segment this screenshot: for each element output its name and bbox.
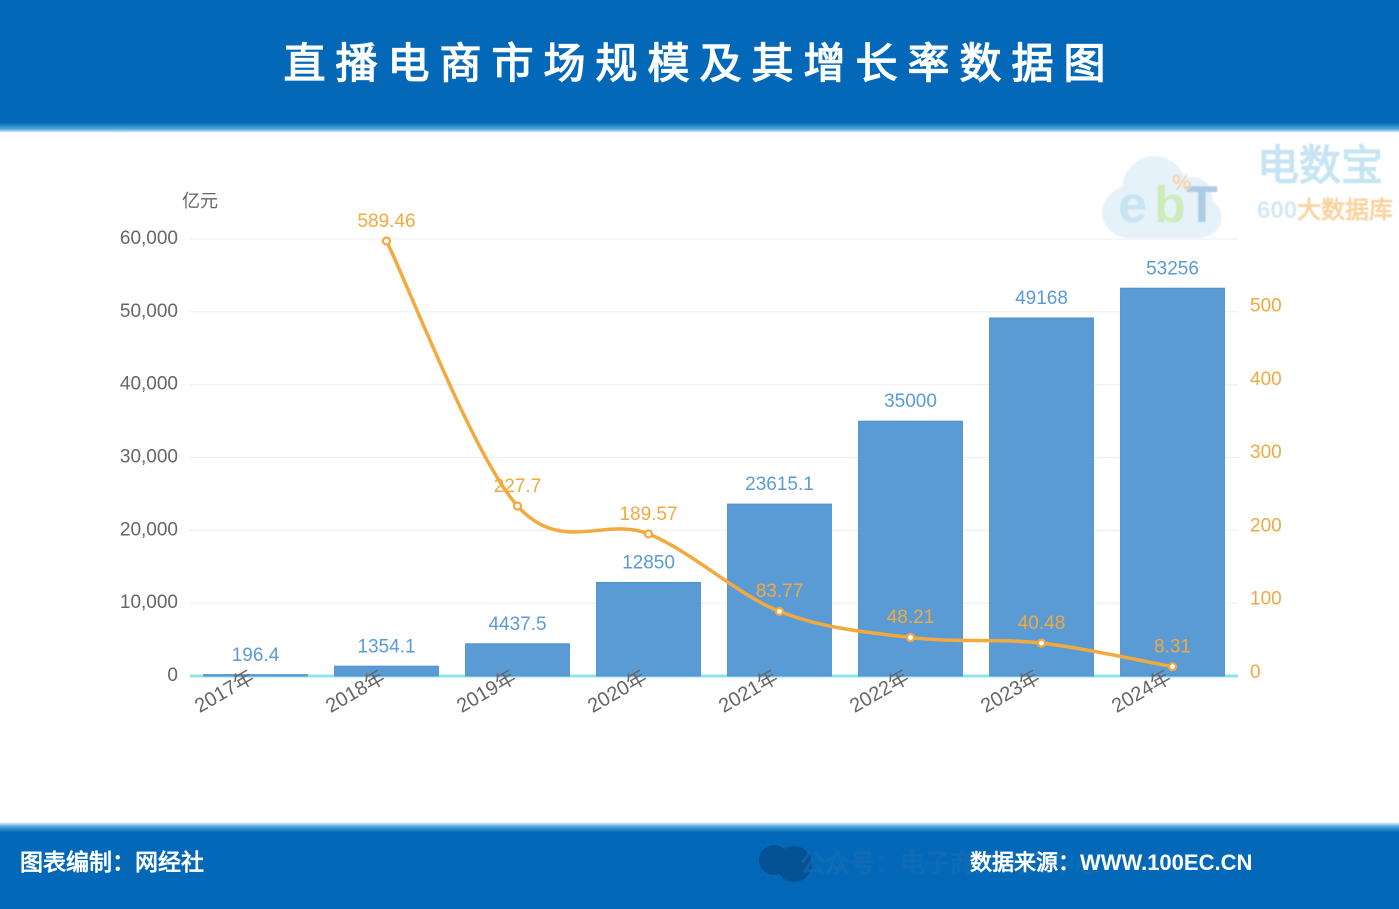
svg-text:189.57: 189.57 xyxy=(619,504,677,525)
svg-text:48.21: 48.21 xyxy=(887,607,935,628)
svg-text:0: 0 xyxy=(1250,662,1261,683)
svg-text:%: % xyxy=(1172,170,1192,195)
svg-text:23615.1: 23615.1 xyxy=(745,474,814,495)
svg-text:1354.1: 1354.1 xyxy=(357,637,415,658)
svg-text:35000: 35000 xyxy=(884,391,937,412)
svg-text:20,000: 20,000 xyxy=(120,519,178,540)
svg-text:12850: 12850 xyxy=(622,553,675,574)
svg-text:电数宝: 电数宝 xyxy=(1257,142,1383,189)
svg-text:数据来源：WWW.100EC.CN: 数据来源：WWW.100EC.CN xyxy=(970,850,1252,875)
svg-text:200: 200 xyxy=(1250,515,1282,536)
svg-text:83.77: 83.77 xyxy=(756,581,804,602)
svg-text:8.31: 8.31 xyxy=(1154,637,1191,658)
svg-text:100: 100 xyxy=(1250,589,1282,610)
svg-text:图表编制：网经社: 图表编制：网经社 xyxy=(20,849,204,875)
svg-text:50,000: 50,000 xyxy=(120,301,178,322)
svg-text:196.4: 196.4 xyxy=(232,645,280,666)
svg-text:e: e xyxy=(1118,176,1147,234)
svg-text:2017年: 2017年 xyxy=(191,665,258,717)
svg-text:500: 500 xyxy=(1250,296,1282,317)
svg-text:589.46: 589.46 xyxy=(357,211,415,232)
svg-text:600大数据库: 600大数据库 xyxy=(1257,197,1393,224)
svg-text:40,000: 40,000 xyxy=(120,374,178,395)
svg-text:30,000: 30,000 xyxy=(120,447,178,468)
svg-text:4437.5: 4437.5 xyxy=(488,614,546,635)
svg-text:400: 400 xyxy=(1250,369,1282,390)
svg-text:53256: 53256 xyxy=(1146,259,1199,280)
svg-text:10,000: 10,000 xyxy=(120,592,178,613)
svg-text:300: 300 xyxy=(1250,442,1282,463)
svg-text:60,000: 60,000 xyxy=(120,228,178,249)
svg-text:40.48: 40.48 xyxy=(1018,613,1066,634)
svg-text:0: 0 xyxy=(167,665,178,686)
svg-text:亿元: 亿元 xyxy=(182,191,218,211)
svg-text:49168: 49168 xyxy=(1015,288,1068,309)
svg-text:227.7: 227.7 xyxy=(494,476,542,497)
